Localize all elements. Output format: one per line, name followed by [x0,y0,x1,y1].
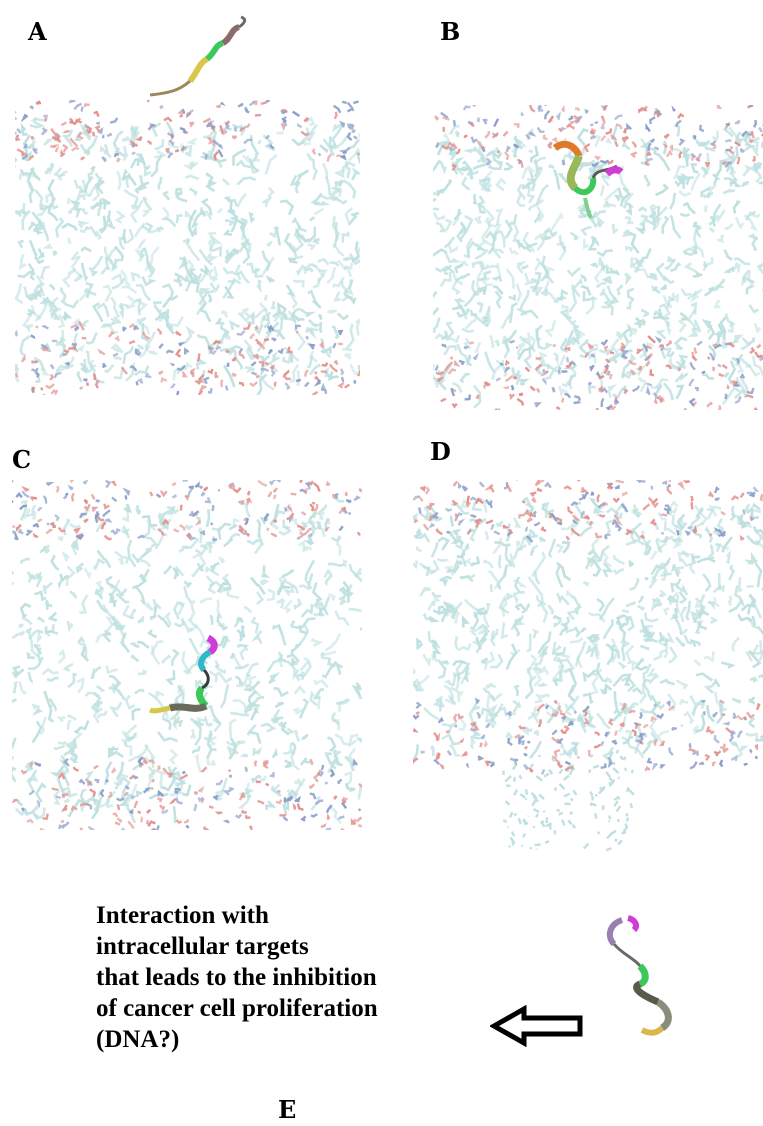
caption-line-4: of cancer cell proliferation [96,995,378,1022]
panel-label-d: D [430,437,451,466]
caption-line-1: Interaction with [96,902,269,929]
membrane-simulation-b [433,105,763,410]
panel-label-a: A [28,17,47,46]
membrane-panel-a [15,100,360,395]
caption-text: Interaction with intracellular targets t… [96,900,496,1055]
peptide-ribbon-a [145,15,255,105]
peptide-ribbon-b [545,128,635,233]
peptide-ribbon-e [600,910,690,1055]
membrane-panel-b [433,105,763,410]
caption-line-5: (DNA?) [96,1026,180,1053]
membrane-panel-d [413,480,763,880]
caption-line-3: that leads to the inhibition [96,964,377,991]
membrane-simulation-d [413,480,763,852]
panel-label-c: C [12,445,32,474]
caption-line-2: intracellular targets [96,933,309,960]
membrane-panel-c [12,480,362,830]
panel-label-e: E [278,1095,297,1124]
left-outline-arrow-icon [488,1004,585,1052]
membrane-simulation-a [15,100,360,395]
peptide-ribbon-c [140,630,230,745]
membrane-simulation-c [12,480,362,830]
panel-label-b: B [440,17,461,46]
